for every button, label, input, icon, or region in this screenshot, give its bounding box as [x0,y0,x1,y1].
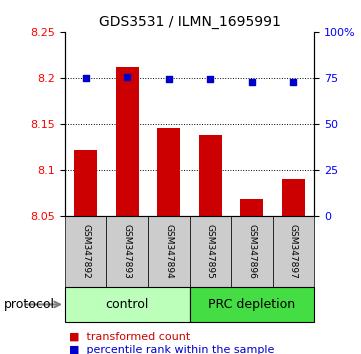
Bar [231,216,273,287]
Text: control: control [105,298,149,311]
Text: ■  transformed count: ■ transformed count [69,331,190,341]
Point [207,76,213,82]
Bar [116,67,139,216]
Bar [65,287,190,322]
Point [166,76,172,82]
Text: GSM347896: GSM347896 [247,224,256,279]
Point [83,75,89,81]
Text: GSM347895: GSM347895 [206,224,215,279]
Bar [282,179,305,216]
Bar [65,216,106,287]
Text: GSM347894: GSM347894 [164,224,173,279]
Text: GSM347893: GSM347893 [123,224,132,279]
Bar [273,216,314,287]
Bar [240,199,263,216]
Text: protocol: protocol [4,298,55,311]
Bar [106,216,148,287]
Point [290,80,296,85]
Title: GDS3531 / ILMN_1695991: GDS3531 / ILMN_1695991 [99,16,280,29]
Text: GSM347897: GSM347897 [289,224,298,279]
Text: ■  percentile rank within the sample: ■ percentile rank within the sample [69,346,274,354]
Bar [190,287,314,322]
Text: PRC depletion: PRC depletion [208,298,295,311]
Bar [74,150,97,216]
Bar [157,127,180,216]
Text: GSM347892: GSM347892 [81,224,90,279]
Bar [148,216,190,287]
Point [124,74,130,80]
Point [249,80,255,85]
Bar [199,135,222,216]
Bar [190,216,231,287]
